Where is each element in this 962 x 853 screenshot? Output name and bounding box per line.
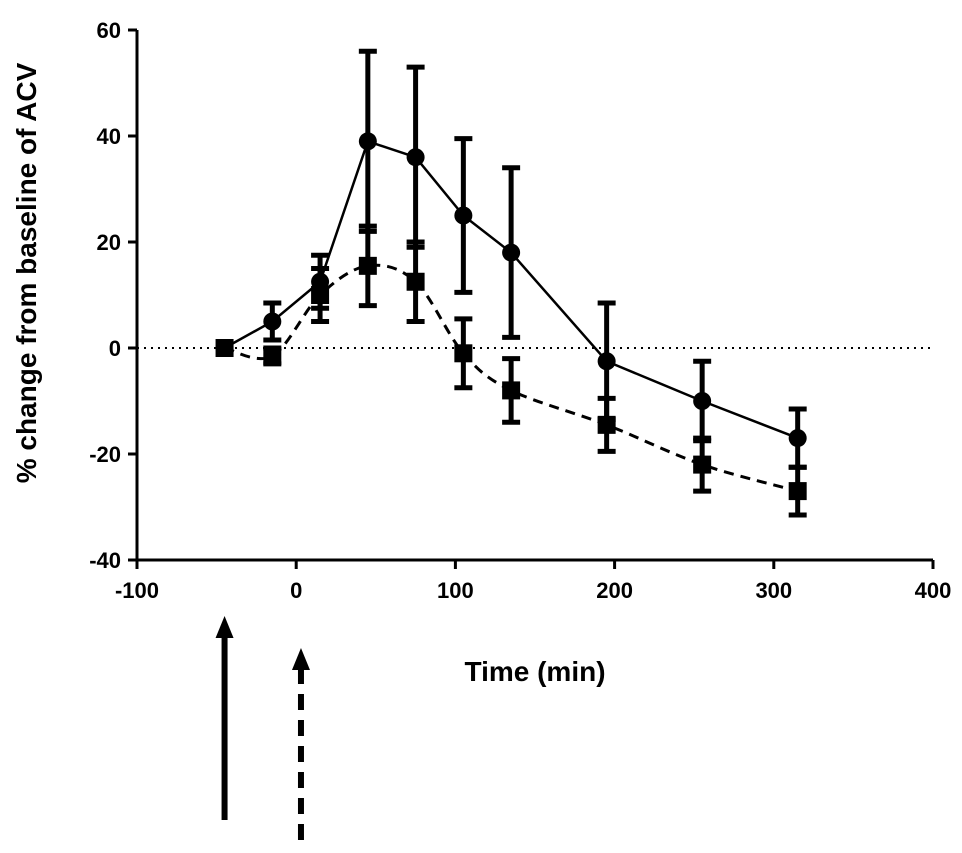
data-point-square (311, 286, 330, 304)
x-tick-label: -100 (115, 578, 159, 603)
data-point-square (693, 455, 712, 474)
data-point-square (502, 381, 521, 400)
data-point-circle (502, 243, 521, 262)
y-tick-label: 20 (97, 230, 121, 255)
x-tick-label: 0 (290, 578, 302, 603)
data-point-circle (788, 429, 807, 448)
data-point-circle (263, 312, 282, 331)
solid-arrow-head (215, 616, 234, 638)
solid-arrow (215, 616, 234, 820)
data-point-square (406, 272, 425, 291)
data-point-circle (693, 392, 712, 410)
y-axis-title: % change from baseline of ACV (11, 62, 42, 483)
y-tick-label: 40 (97, 124, 121, 149)
x-tick-label: 400 (915, 578, 952, 603)
y-tick-label: 0 (109, 336, 121, 361)
x-tick-label: 200 (596, 578, 633, 603)
data-point-square (358, 256, 377, 275)
data-point-circle (597, 352, 616, 371)
x-axis-title: Time (min) (464, 656, 605, 687)
dashed-arrow (291, 648, 310, 850)
x-tick-label: 100 (437, 578, 474, 603)
data-point-square (788, 482, 807, 501)
y-tick-label: 60 (97, 18, 121, 43)
y-tick-label: -40 (89, 548, 121, 573)
data-point-circle (454, 206, 473, 225)
data-point-circle (406, 148, 425, 167)
x-tick-label: 300 (755, 578, 792, 603)
y-tick-label: -20 (89, 442, 121, 467)
series-line-dashed (224, 263, 799, 493)
dashed-arrow-head (291, 648, 310, 670)
data-point-circle (358, 132, 377, 151)
series-line-solid (223, 139, 799, 440)
data-point-square (263, 346, 282, 365)
series-2 (215, 223, 807, 518)
data-point-square (454, 344, 473, 363)
data-point-square (215, 339, 234, 357)
data-point-square (597, 415, 616, 434)
